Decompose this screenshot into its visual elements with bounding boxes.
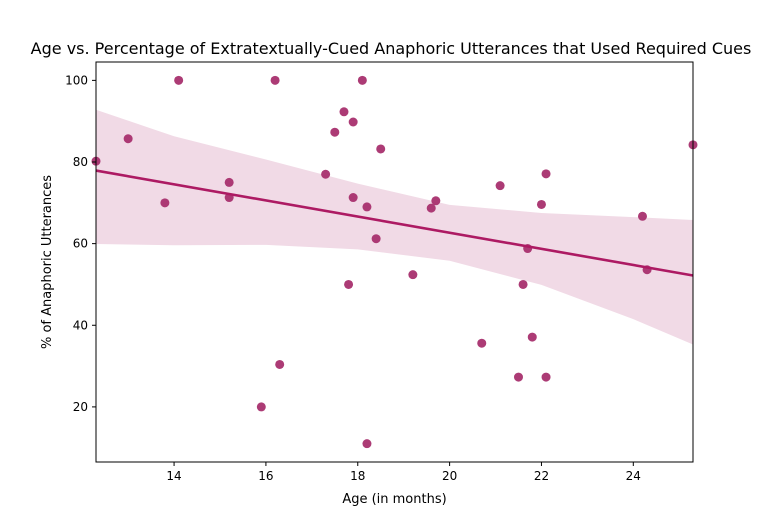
data-point — [637, 211, 647, 221]
data-point — [123, 134, 133, 144]
data-point — [344, 279, 354, 289]
plot-area — [91, 75, 698, 449]
x-tick-label: 16 — [258, 469, 273, 483]
confidence-band-layer — [96, 109, 693, 345]
data-point — [256, 402, 266, 412]
y-tick-label: 80 — [73, 155, 88, 169]
y-axis: 20 40 60 80 100 — [65, 73, 96, 414]
y-tick-label: 100 — [65, 73, 88, 87]
data-point — [426, 203, 436, 213]
data-point — [275, 359, 285, 369]
data-point — [348, 117, 358, 127]
regression-line-layer — [95, 169, 694, 277]
plot-frame — [95, 61, 694, 463]
confidence-band — [96, 109, 693, 345]
data-point — [541, 372, 551, 382]
data-point — [371, 234, 381, 244]
data-point — [495, 181, 505, 191]
data-point — [224, 177, 234, 187]
data-point — [339, 107, 349, 117]
data-point — [527, 332, 537, 342]
x-tick-label: 24 — [626, 469, 641, 483]
data-point — [362, 202, 372, 212]
data-point — [513, 372, 523, 382]
data-point — [348, 193, 358, 203]
x-tick-label: 20 — [442, 469, 457, 483]
data-point — [376, 144, 386, 154]
data-point — [321, 169, 331, 179]
data-point — [477, 338, 487, 348]
y-axis-label: % of Anaphoric Utterances — [40, 175, 55, 349]
data-point — [362, 439, 372, 449]
data-point — [270, 75, 280, 85]
chart-title: Age vs. Percentage of Extratextually-Cue… — [31, 39, 752, 58]
x-tick-label: 18 — [350, 469, 365, 483]
y-tick-label: 40 — [73, 318, 88, 332]
x-axis: 14 16 18 20 22 24 — [166, 462, 641, 483]
data-point — [541, 169, 551, 179]
data-point — [160, 198, 170, 208]
data-point — [518, 279, 528, 289]
x-tick-label: 22 — [534, 469, 549, 483]
x-tick-label: 14 — [166, 469, 181, 483]
data-point — [330, 127, 340, 137]
data-point — [174, 75, 184, 85]
x-axis-label: Age (in months) — [342, 492, 446, 507]
data-point — [536, 199, 546, 209]
y-tick-label: 60 — [73, 237, 88, 251]
data-point — [408, 270, 418, 280]
data-point — [431, 196, 441, 206]
points-layer — [91, 75, 698, 449]
regression-line — [95, 169, 694, 277]
data-point — [357, 75, 367, 85]
y-tick-label: 20 — [73, 400, 88, 414]
